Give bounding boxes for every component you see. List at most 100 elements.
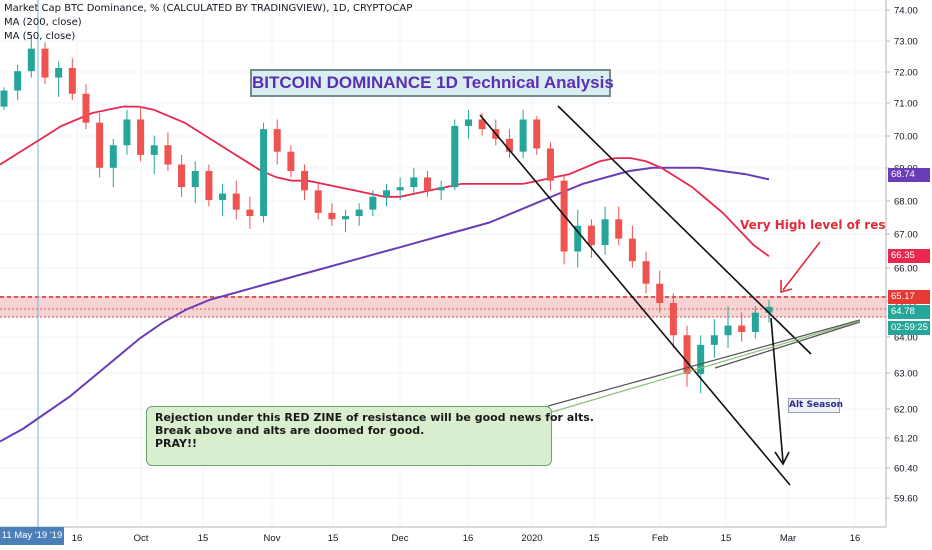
symbol-header[interactable]: Market Cap BTC Dominance, % (CALCULATED …: [4, 3, 413, 14]
x-tick-label: 15: [589, 533, 600, 544]
x-tick-label: 16: [463, 533, 474, 544]
candle-body: [710, 335, 718, 345]
candle-body: [519, 119, 527, 152]
ma50-line: [0, 105, 770, 258]
candle-body: [683, 335, 691, 374]
candle-body: [642, 261, 650, 284]
y-tick-label: 64.00: [894, 333, 918, 344]
ma200-legend[interactable]: MA (200, close): [4, 17, 82, 28]
candle-body: [191, 171, 199, 188]
resistance-arrow-head: [780, 280, 793, 294]
candle-body: [246, 209, 254, 217]
candle-body: [342, 216, 350, 220]
candle-body: [41, 48, 49, 78]
ma200-line: [0, 166, 770, 443]
candle-body: [109, 145, 117, 168]
y-tick-label: 60.40: [894, 464, 918, 475]
x-tick-label: Feb: [652, 533, 668, 544]
callout-line-2: Break above and alts are doomed for good…: [155, 424, 425, 437]
channel-lower-line: [479, 114, 791, 486]
candle-body: [14, 71, 22, 91]
y-tick-label: 63.00: [894, 369, 918, 380]
y-tick-label: 68.00: [894, 197, 918, 208]
candle-body: [697, 344, 705, 374]
x-tick-label: 16: [72, 533, 83, 544]
candle-body: [164, 145, 172, 165]
price-axis-ticks: 74.0073.0072.0071.0070.0069.0068.0067.00…: [886, 6, 918, 505]
candle-body: [27, 48, 35, 72]
support-line-2: [714, 321, 861, 369]
candle-body: [137, 119, 145, 155]
candle-body: [738, 325, 746, 332]
cursor-date-badge: 11 May '19 '19: [0, 527, 64, 545]
candle-body: [0, 90, 8, 107]
y-tick-label: 71.00: [894, 99, 918, 110]
resistance-price-badge: 65.17: [888, 290, 930, 304]
y-tick-label: 74.00: [894, 6, 918, 17]
candle-body: [178, 164, 186, 188]
candle-body: [55, 67, 63, 78]
candle-body: [232, 193, 240, 210]
channel-upper-line: [557, 105, 812, 355]
resistance-arrow-shaft: [782, 241, 821, 291]
candle-body: [68, 67, 76, 94]
candle-body: [314, 190, 322, 213]
candle-body: [587, 225, 595, 246]
y-tick-label: 59.60: [894, 494, 918, 505]
candle-body: [273, 129, 281, 152]
ma50-legend[interactable]: MA (50, close): [4, 31, 76, 42]
candle-body: [205, 171, 213, 200]
candle-body: [287, 151, 295, 171]
last-price-badge: 64.78: [888, 305, 930, 319]
resistance-zone: [0, 296, 886, 317]
candle-body: [355, 209, 363, 217]
candle-body: [383, 190, 390, 197]
candle-body: [533, 119, 541, 149]
price-axis-area[interactable]: [886, 0, 932, 527]
x-tick-label: Nov: [264, 533, 281, 544]
candle-body: [601, 219, 609, 246]
support-line-1: [547, 319, 861, 407]
drop-arrow-head: [774, 451, 790, 466]
x-tick-label: Dec: [392, 533, 409, 544]
candle-body: [451, 125, 459, 188]
candle-body: [82, 93, 90, 123]
candle-body: [123, 119, 131, 146]
x-tick-label: 2020: [521, 533, 542, 544]
candle-body: [437, 187, 445, 191]
time-axis-ticks: 16 Oct 15 Nov 15 Dec 16 2020 15 Feb 15 Mar 16: [72, 533, 861, 544]
candle-body: [724, 325, 732, 336]
callout-line-1: Rejection under this RED ZINE of resista…: [155, 411, 594, 424]
callout-line-3: PRAY!!: [155, 437, 197, 450]
ma200-price-badge: 68.74: [888, 168, 930, 182]
alt-season-label: Alt Season: [788, 398, 843, 413]
time-axis-area[interactable]: [0, 527, 932, 550]
candle-body: [423, 177, 431, 191]
drop-arrow-shaft: [770, 317, 784, 463]
y-tick-label: 66.00: [894, 264, 918, 275]
candle-body: [765, 306, 773, 313]
candle-body: [396, 187, 404, 191]
y-tick-label: 70.00: [894, 132, 918, 143]
candle-body: [464, 119, 472, 126]
candle-body: [751, 312, 759, 332]
candle-body: [96, 122, 104, 168]
candle-body: [301, 171, 309, 191]
candle-body: [628, 238, 636, 262]
callout-pointer: [551, 320, 861, 413]
callout-box: Rejection under this RED ZINE of resista…: [146, 406, 594, 466]
candle-body: [669, 303, 677, 336]
candle-body: [150, 145, 158, 155]
y-tick-label: 72.00: [894, 68, 918, 79]
x-tick-label: 15: [198, 533, 209, 544]
candle-body: [328, 212, 336, 220]
resistance-note: Very High level of resistance: [740, 218, 886, 232]
candle-body: [478, 119, 486, 130]
candle-body: [219, 193, 227, 200]
x-tick-label: 16: [850, 533, 861, 544]
ma50-price-badge: 66.35: [888, 249, 930, 263]
countdown-badge: 02:59:25: [888, 321, 930, 335]
y-tick-label: 67.00: [894, 230, 918, 241]
candle-body: [505, 138, 513, 152]
y-tick-label: 73.00: [894, 37, 918, 48]
